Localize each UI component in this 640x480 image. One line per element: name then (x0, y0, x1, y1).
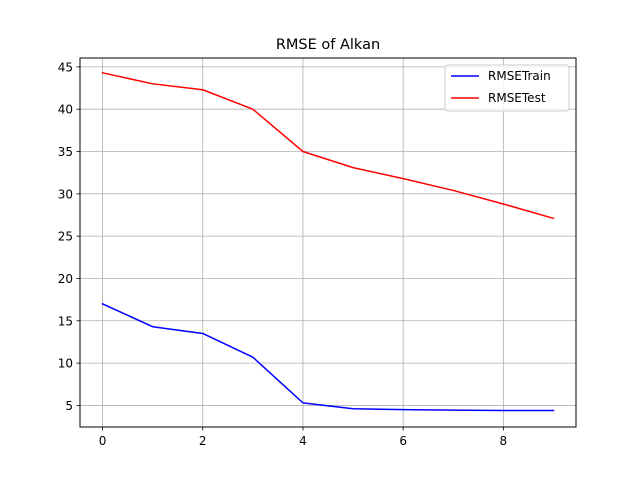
legend: RMSETrain RMSETest (444, 64, 570, 112)
y-axis-ticks: 5 10 15 20 25 30 35 40 45 (58, 60, 80, 413)
y-tick-label: 25 (58, 230, 73, 244)
x-tick-label: 8 (500, 434, 508, 448)
x-tick-label: 0 (99, 434, 107, 448)
series-line-rmsetest (101, 71, 555, 220)
legend-label-rmsetest: RMSETest (488, 91, 546, 105)
y-tick-label: 20 (58, 272, 73, 286)
plot-frame (79, 57, 577, 428)
x-tick-label: 4 (299, 434, 307, 448)
series-lines (101, 71, 555, 412)
y-tick-label: 15 (58, 314, 73, 328)
grid-lines (80, 58, 576, 427)
y-tick-label: 45 (58, 60, 73, 74)
y-tick-label: 35 (58, 145, 73, 159)
x-tick-label: 2 (199, 434, 207, 448)
chart-title: RMSE of Alkan (276, 37, 380, 53)
x-axis-ticks: 0 2 4 6 8 (99, 427, 507, 448)
series-line-rmsetrain (101, 302, 555, 412)
y-tick-label: 10 (58, 357, 73, 371)
y-tick-label: 30 (58, 187, 73, 201)
y-tick-label: 40 (58, 103, 73, 117)
x-tick-label: 6 (399, 434, 407, 448)
legend-label-rmsetrain: RMSETrain (488, 69, 551, 83)
y-tick-label: 5 (65, 399, 73, 413)
